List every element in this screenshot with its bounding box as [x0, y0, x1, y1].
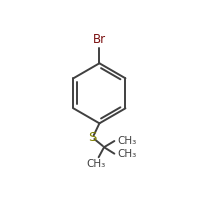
Text: S: S: [88, 131, 97, 144]
Text: CH₃: CH₃: [117, 136, 136, 146]
Text: CH₃: CH₃: [117, 149, 136, 159]
Text: Br: Br: [93, 33, 106, 46]
Text: CH₃: CH₃: [86, 159, 105, 169]
